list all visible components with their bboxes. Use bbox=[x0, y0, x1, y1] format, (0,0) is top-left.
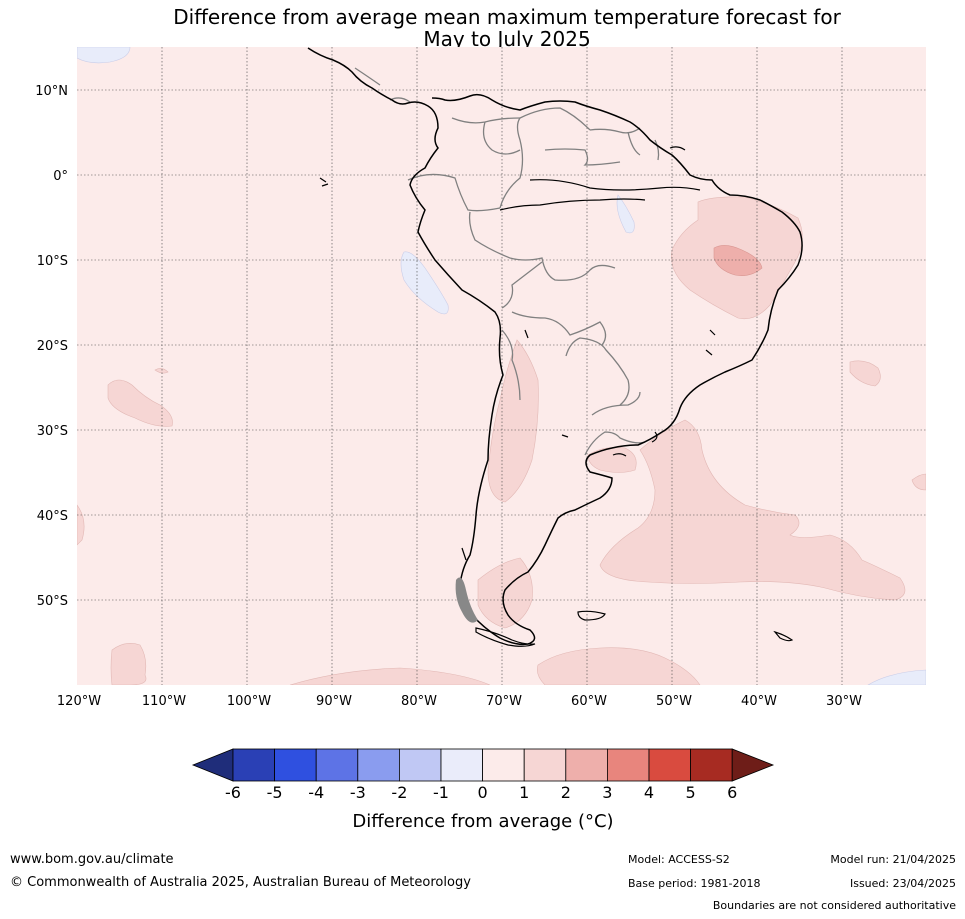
lon-label-80w: 80°W bbox=[401, 694, 437, 709]
lat-label-40s: 40°S bbox=[37, 509, 68, 524]
colorbar-tick-label: 2 bbox=[561, 783, 571, 802]
forecast-map: 10°N 0° 10°S 20°S 30°S 40°S 50°S 120°W 1… bbox=[35, 47, 926, 832]
warm-anomaly-east-atlantic bbox=[849, 360, 881, 387]
cool-anomaly-peru-coast bbox=[400, 251, 449, 315]
warm-anomaly-pacific-small bbox=[154, 368, 169, 374]
graticule bbox=[77, 47, 926, 685]
footer-issued: Issued: 23/04/2025 bbox=[849, 877, 956, 890]
colorbar-segment bbox=[648, 748, 691, 782]
colorbar-arrow-low bbox=[191, 748, 234, 782]
colorbar-tick-label: -5 bbox=[267, 783, 283, 802]
warm-anomaly-core bbox=[713, 245, 763, 276]
lon-label-50w: 50°W bbox=[656, 694, 692, 709]
lon-label-110w: 110°W bbox=[142, 694, 186, 709]
footer-website[interactable]: www.bom.gov.au/climate bbox=[10, 852, 174, 867]
colorbar-tick-label: 4 bbox=[644, 783, 654, 802]
south-georgia bbox=[773, 630, 794, 642]
lat-label-10s: 10°S bbox=[37, 254, 68, 269]
lon-label-30w: 30°W bbox=[826, 694, 862, 709]
footer-model: Model: ACCESS-S2 bbox=[628, 853, 730, 866]
colorbar-tick-label: -1 bbox=[433, 783, 449, 802]
colorbar-segment bbox=[398, 748, 442, 782]
map-title-line-1: Difference from average mean maximum tem… bbox=[173, 5, 841, 29]
lon-label-90w: 90°W bbox=[316, 694, 352, 709]
country-borders bbox=[354, 67, 660, 456]
colorbar-tick-label: 1 bbox=[519, 783, 529, 802]
amazon-river bbox=[529, 179, 701, 191]
colorbar-tick-label: 0 bbox=[478, 783, 488, 802]
lat-label-30s: 30°S bbox=[37, 424, 68, 439]
lat-label-10n: 10°N bbox=[35, 84, 68, 99]
colorbar-segment bbox=[357, 748, 400, 782]
warm-anomaly-patagonia bbox=[477, 557, 533, 629]
tierra-del-fuego bbox=[475, 627, 536, 647]
coastline bbox=[307, 47, 803, 646]
marajo bbox=[669, 146, 686, 151]
chiloe bbox=[461, 547, 467, 561]
colorbar-segment bbox=[315, 748, 359, 782]
colorbar-title: Difference from average (°C) bbox=[352, 811, 613, 832]
lon-label-120w: 120°W bbox=[57, 694, 101, 709]
warm-anomaly-pacific-west bbox=[107, 379, 173, 427]
colorbar-tick-label: -3 bbox=[350, 783, 366, 802]
small-lake-2 bbox=[524, 329, 529, 339]
rio-de-la-plata bbox=[612, 453, 627, 457]
colorbar-tick-label: 6 bbox=[727, 783, 737, 802]
warm-anomaly-drake bbox=[537, 647, 701, 685]
fjord-coast bbox=[455, 577, 478, 623]
colorbar-segment bbox=[690, 748, 733, 782]
falkland-islands bbox=[577, 610, 606, 621]
footer-disclaimer: Boundaries are not considered authoritat… bbox=[712, 899, 956, 912]
colorbar-segment bbox=[607, 748, 650, 782]
anomaly-shading bbox=[77, 47, 926, 685]
lon-label-100w: 100°W bbox=[227, 694, 271, 709]
warm-anomaly-andes bbox=[487, 339, 539, 503]
warm-anomaly-south-atlantic bbox=[599, 419, 906, 601]
cool-anomaly-se bbox=[867, 669, 926, 685]
small-lake-3 bbox=[561, 434, 569, 438]
footer-base-period: Base period: 1981-2018 bbox=[628, 877, 761, 890]
islands bbox=[319, 146, 794, 647]
lon-label-40w: 40°W bbox=[741, 694, 777, 709]
galapagos bbox=[319, 177, 329, 187]
colorbar-tick-label: -4 bbox=[308, 783, 324, 802]
colorbar-segment bbox=[482, 748, 525, 782]
lat-label-0: 0° bbox=[53, 169, 68, 184]
warm-anomaly-east-edge bbox=[911, 473, 926, 491]
rio-negro-river bbox=[499, 198, 646, 211]
small-lake-1 bbox=[705, 329, 716, 356]
lat-label-20s: 20°S bbox=[37, 339, 68, 354]
colorbar-tick-label: -6 bbox=[225, 783, 241, 802]
colorbar-segment bbox=[232, 748, 275, 782]
colorbar-segment bbox=[440, 748, 483, 782]
latitude-labels: 10°N 0° 10°S 20°S 30°S 40°S 50°S bbox=[35, 84, 68, 609]
lat-label-50s: 50°S bbox=[37, 594, 68, 609]
longitude-labels: 120°W 110°W 100°W 90°W 80°W 70°W 60°W 50… bbox=[57, 694, 862, 709]
lagoon-south-brazil bbox=[651, 431, 658, 443]
colorbar-segment bbox=[523, 748, 567, 782]
colorbar-tick-label: -2 bbox=[391, 783, 407, 802]
lon-label-60w: 60°W bbox=[571, 694, 607, 709]
map-title-line-2: May to July 2025 bbox=[423, 27, 591, 51]
colorbar bbox=[191, 748, 775, 782]
colorbar-arrow-high bbox=[731, 748, 775, 782]
warm-anomaly-pacific-sw bbox=[110, 643, 147, 685]
cool-anomaly-nw bbox=[77, 47, 131, 64]
cool-anomaly-amazon-mouth bbox=[616, 194, 635, 234]
colorbar-tick-label: 5 bbox=[686, 783, 696, 802]
colorbar-tick-label: 3 bbox=[602, 783, 612, 802]
warm-anomaly-south-edge bbox=[289, 667, 491, 685]
lon-label-70w: 70°W bbox=[486, 694, 522, 709]
colorbar-labels: -6 -5 -4 -3 -2 -1 0 1 2 3 4 5 6 bbox=[225, 783, 737, 802]
footer-copyright: © Commonwealth of Australia 2025, Austra… bbox=[10, 875, 471, 890]
footer-model-run: Model run: 21/04/2025 bbox=[830, 853, 956, 866]
warm-anomaly-west-edge bbox=[77, 504, 85, 546]
colorbar-segment bbox=[274, 748, 317, 782]
colorbar-segment bbox=[565, 748, 608, 782]
